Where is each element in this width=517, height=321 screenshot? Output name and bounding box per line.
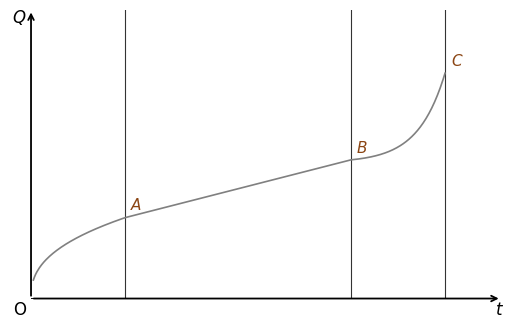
Text: A: A [131,198,142,213]
Text: t: t [496,301,503,319]
Text: C: C [451,54,462,69]
Text: Q: Q [13,9,26,27]
Text: B: B [357,141,368,155]
Text: O: O [13,301,26,319]
